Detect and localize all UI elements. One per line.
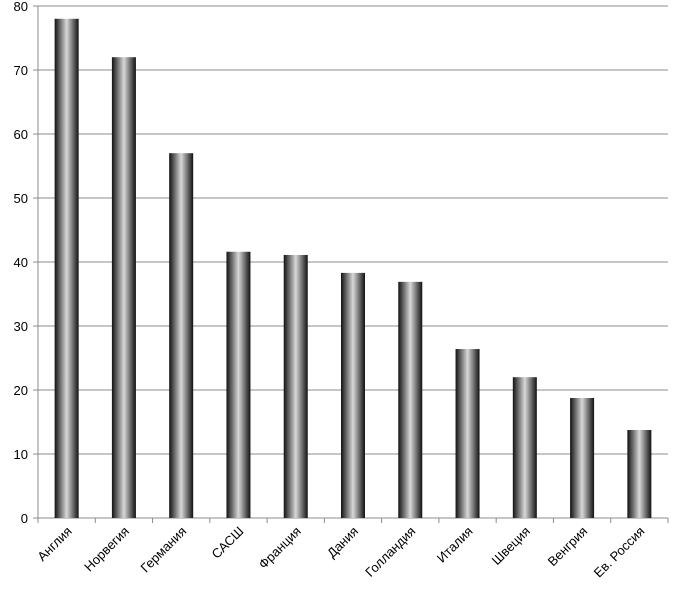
- y-tick-label: 30: [14, 319, 28, 334]
- bar: [455, 349, 480, 518]
- y-tick-label: 80: [14, 0, 28, 14]
- x-tick-label: Дания: [324, 524, 361, 561]
- y-tick-label: 60: [14, 127, 28, 142]
- y-tick-label: 70: [14, 63, 28, 78]
- y-tick-label: 40: [14, 255, 28, 270]
- bar: [169, 153, 194, 518]
- y-tick-label: 20: [14, 383, 28, 398]
- bar: [226, 251, 251, 518]
- bar: [570, 398, 595, 518]
- bar: [283, 254, 308, 518]
- bar: [111, 57, 136, 518]
- bar: [341, 272, 365, 518]
- bar: [398, 281, 423, 518]
- x-tick-label: Германия: [137, 524, 189, 576]
- x-tick-label: САСШ: [209, 524, 247, 562]
- x-tick-label: Италия: [434, 524, 476, 566]
- y-tick-label: 10: [14, 447, 28, 462]
- x-tick-label: Швеция: [489, 524, 533, 568]
- x-tick-label: Англия: [34, 524, 74, 564]
- x-tick-label: Франция: [256, 524, 304, 572]
- bar: [512, 377, 537, 518]
- x-tick-label: Норвегия: [81, 524, 132, 575]
- x-tick-label: Ев. Россия: [591, 524, 648, 581]
- x-tick-label: Венгрия: [545, 524, 591, 570]
- x-tick-label: Голландия: [362, 524, 418, 580]
- bar: [54, 18, 79, 519]
- y-tick-label: 50: [14, 191, 28, 206]
- bar: [627, 430, 652, 518]
- y-tick-label: 0: [21, 511, 28, 526]
